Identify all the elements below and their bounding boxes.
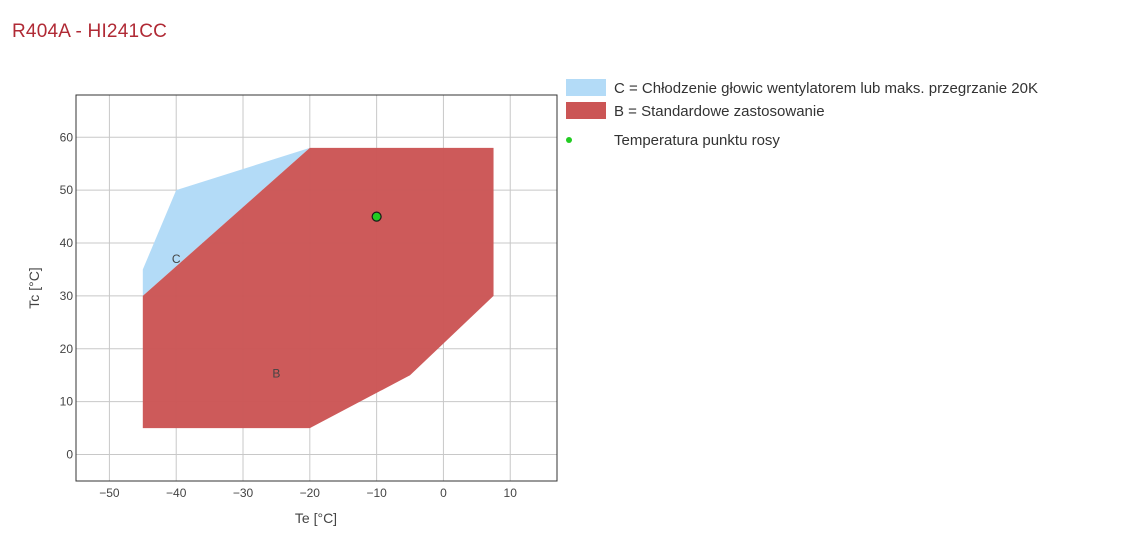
region-b [142,147,494,429]
y-axis-label: Tc [°C] [26,267,42,308]
x-tick-label: 0 [440,486,447,500]
region-label-c: C [172,252,181,266]
page-title: R404A - HI241CC [12,21,168,42]
plot-frame [75,94,558,482]
x-tick-label: −10 [366,486,387,500]
y-tick-label: 10 [60,395,74,409]
y-tick-label: 0 [66,448,73,462]
legend-marker-dew-point [566,137,572,143]
axis-ticks: −50 −40 −30 −20 −10 0 10 0 10 20 30 40 50 60 [60,130,518,500]
legend: C = Chłodzenie głowic wentylatorem lub m… [566,79,1038,149]
plot-areas: CB [142,147,494,429]
x-tick-label: 10 [504,486,518,500]
legend-item-dew-point[interactable]: Temperatura punktu rosy [614,132,780,149]
dew-point-marker[interactable] [371,211,382,222]
y-tick-label: 20 [60,342,74,356]
x-tick-label: −50 [99,486,120,500]
y-tick-label: 30 [60,289,74,303]
legend-item-b[interactable]: B = Standardowe zastosowanie [614,103,825,120]
legend-item-c[interactable]: C = Chłodzenie głowic wentylatorem lub m… [614,80,1038,97]
legend-swatch-b [566,102,606,119]
x-tick-label: −30 [233,486,254,500]
plot-points [371,211,382,222]
x-axis-label: Te [°C] [295,510,337,526]
y-tick-label: 60 [60,130,74,144]
x-tick-label: −20 [300,486,321,500]
y-tick-label: 50 [60,183,74,197]
region-label-b: B [272,367,280,381]
x-tick-label: −40 [166,486,187,500]
legend-swatch-c [566,79,606,96]
y-tick-label: 40 [60,236,74,250]
